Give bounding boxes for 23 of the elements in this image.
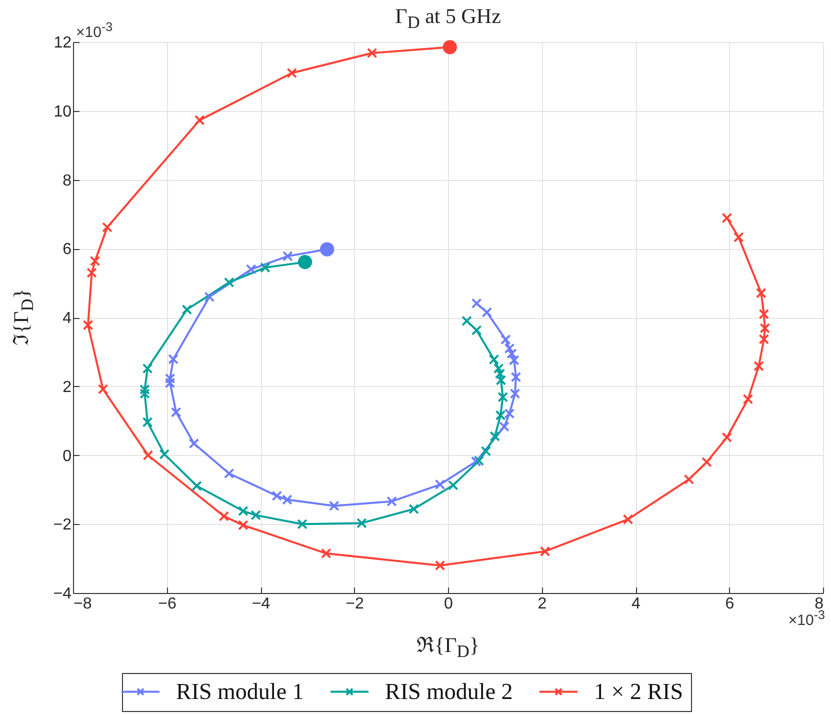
y-tick-label: 6 xyxy=(62,241,72,258)
y-tick-label: 12 xyxy=(54,34,72,52)
text: ×10$^{-3}$ xyxy=(788,608,825,629)
x-tick-label: 4 xyxy=(632,596,641,612)
y-tick-label: 10 xyxy=(54,103,72,120)
x-tick-label: 6 xyxy=(725,596,734,612)
y-tick-label: 8 xyxy=(62,172,72,190)
x-tick-label: −2 xyxy=(346,596,364,612)
y-tick-label: −2 xyxy=(53,516,72,534)
x-tick-label: 2 xyxy=(538,596,547,612)
text: ×10$^{-3}$ xyxy=(76,20,113,41)
chart-title: Γ$_{D}$ at 5 GHz xyxy=(395,4,501,34)
x-axis-title: ℜ{Γ$_{D}$} xyxy=(416,632,480,662)
x-tick-label: −8 xyxy=(74,596,92,612)
x-tick-label: −6 xyxy=(158,596,176,612)
x-tick-label: 0 xyxy=(444,596,454,612)
x-tick-label: −4 xyxy=(252,596,270,612)
legend-label: RIS module 1 xyxy=(176,678,304,704)
legend-label: RIS module 2 xyxy=(385,678,513,704)
y-tick-label: 0 xyxy=(62,448,72,465)
legend-label: 1 × 2 RIS xyxy=(594,678,684,704)
y-tick-label: 2 xyxy=(62,378,72,396)
y-tick-label: 4 xyxy=(62,310,72,327)
